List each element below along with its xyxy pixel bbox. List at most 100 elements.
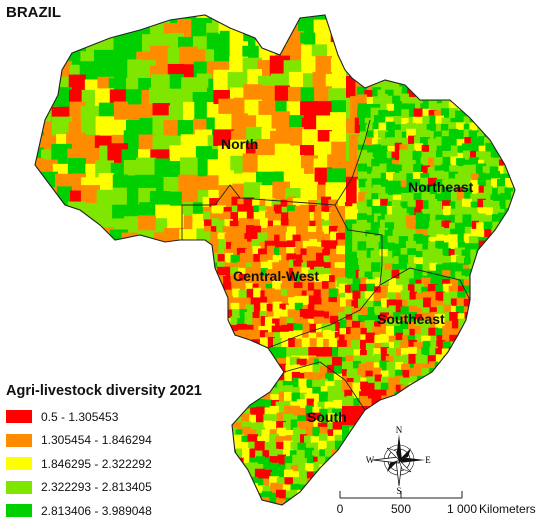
map-cell bbox=[44, 292, 74, 318]
map-cell bbox=[54, 233, 72, 248]
map-cell bbox=[413, 233, 423, 244]
map-cell bbox=[157, 245, 184, 274]
map-cell bbox=[302, 281, 310, 291]
map-cell bbox=[247, 434, 258, 444]
map-cell bbox=[504, 145, 514, 153]
map-cell bbox=[285, 280, 296, 291]
map-cell bbox=[449, 262, 458, 272]
map-cell bbox=[464, 137, 472, 146]
map-cell bbox=[305, 364, 314, 374]
map-cell bbox=[427, 177, 437, 188]
map-cell bbox=[300, 248, 310, 256]
map-cell bbox=[285, 365, 293, 374]
map-cell bbox=[279, 303, 289, 312]
map-cell bbox=[132, 289, 162, 318]
map-cell bbox=[463, 279, 473, 287]
map-cell bbox=[395, 348, 403, 357]
map-cell bbox=[327, 407, 335, 416]
map-cell bbox=[210, 231, 219, 242]
map-cell bbox=[281, 206, 289, 214]
map-cell bbox=[267, 220, 275, 228]
map-cell bbox=[430, 278, 438, 287]
map-cell bbox=[377, 215, 388, 223]
map-cell bbox=[357, 236, 367, 244]
map-cell bbox=[428, 396, 438, 406]
map-cell bbox=[216, 296, 226, 305]
map-cell bbox=[499, 199, 507, 209]
map-cell bbox=[80, 185, 100, 206]
map-cell bbox=[441, 255, 451, 265]
map-cell bbox=[457, 313, 466, 322]
map-cell bbox=[513, 103, 515, 111]
map-cell bbox=[387, 285, 396, 294]
map-cell bbox=[449, 222, 458, 230]
map-cell bbox=[331, 19, 346, 34]
map-cell bbox=[314, 260, 324, 270]
map-cell bbox=[280, 199, 289, 207]
map-cell bbox=[231, 281, 240, 291]
map-cell bbox=[433, 131, 444, 139]
map-cell bbox=[422, 256, 430, 265]
map-cell bbox=[237, 211, 247, 221]
map-cell bbox=[313, 461, 321, 472]
map-cell bbox=[414, 283, 424, 294]
map-cell bbox=[478, 172, 486, 181]
map-cell bbox=[299, 392, 307, 402]
map-cell bbox=[209, 329, 219, 340]
map-cell bbox=[241, 356, 272, 384]
map-cell bbox=[264, 441, 272, 451]
map-cell bbox=[296, 498, 307, 505]
map-cell bbox=[408, 279, 417, 287]
map-cell bbox=[401, 228, 409, 237]
map-cell bbox=[231, 205, 240, 214]
map-cell bbox=[264, 332, 275, 340]
map-cell bbox=[398, 236, 409, 244]
map-cell bbox=[421, 320, 431, 329]
map-cell bbox=[370, 250, 381, 258]
map-cell bbox=[264, 240, 275, 249]
map-cell bbox=[367, 300, 375, 308]
map-cell bbox=[239, 226, 247, 235]
map-cell bbox=[359, 131, 367, 139]
map-cell bbox=[309, 238, 317, 249]
map-cell bbox=[371, 395, 382, 406]
map-cell bbox=[434, 201, 444, 209]
map-cell bbox=[279, 274, 289, 284]
map-cell bbox=[511, 249, 515, 258]
map-cell bbox=[182, 250, 206, 274]
map-cell bbox=[79, 15, 100, 24]
map-cell bbox=[421, 277, 431, 287]
map-cell bbox=[302, 254, 310, 263]
map-cell bbox=[401, 363, 410, 371]
map-cell bbox=[237, 329, 247, 340]
map-cell bbox=[419, 137, 430, 146]
map-cell bbox=[366, 247, 374, 258]
map-cell bbox=[372, 152, 381, 160]
map-cell bbox=[409, 390, 417, 399]
map-cell bbox=[281, 339, 289, 347]
map-cell bbox=[436, 185, 444, 195]
map-cell bbox=[287, 86, 304, 104]
map-cell bbox=[224, 486, 250, 505]
map-cell bbox=[224, 233, 233, 242]
map-cell bbox=[386, 319, 396, 329]
map-cell bbox=[386, 389, 396, 399]
map-cell bbox=[384, 214, 395, 223]
map-cell bbox=[35, 266, 52, 296]
map-cell bbox=[406, 128, 416, 139]
map-cell bbox=[293, 260, 303, 270]
map-cell bbox=[371, 178, 381, 188]
map-cell bbox=[179, 157, 198, 178]
map-cell bbox=[429, 346, 438, 357]
map-cell bbox=[301, 262, 310, 270]
map-cell bbox=[462, 150, 472, 160]
map-cell bbox=[499, 228, 507, 237]
map-cell bbox=[371, 103, 381, 111]
map-cell bbox=[413, 257, 423, 265]
map-cell bbox=[450, 328, 459, 336]
map-cell bbox=[225, 289, 233, 298]
map-cell bbox=[408, 135, 416, 146]
map-cell bbox=[246, 324, 254, 333]
map-cell bbox=[218, 98, 234, 118]
